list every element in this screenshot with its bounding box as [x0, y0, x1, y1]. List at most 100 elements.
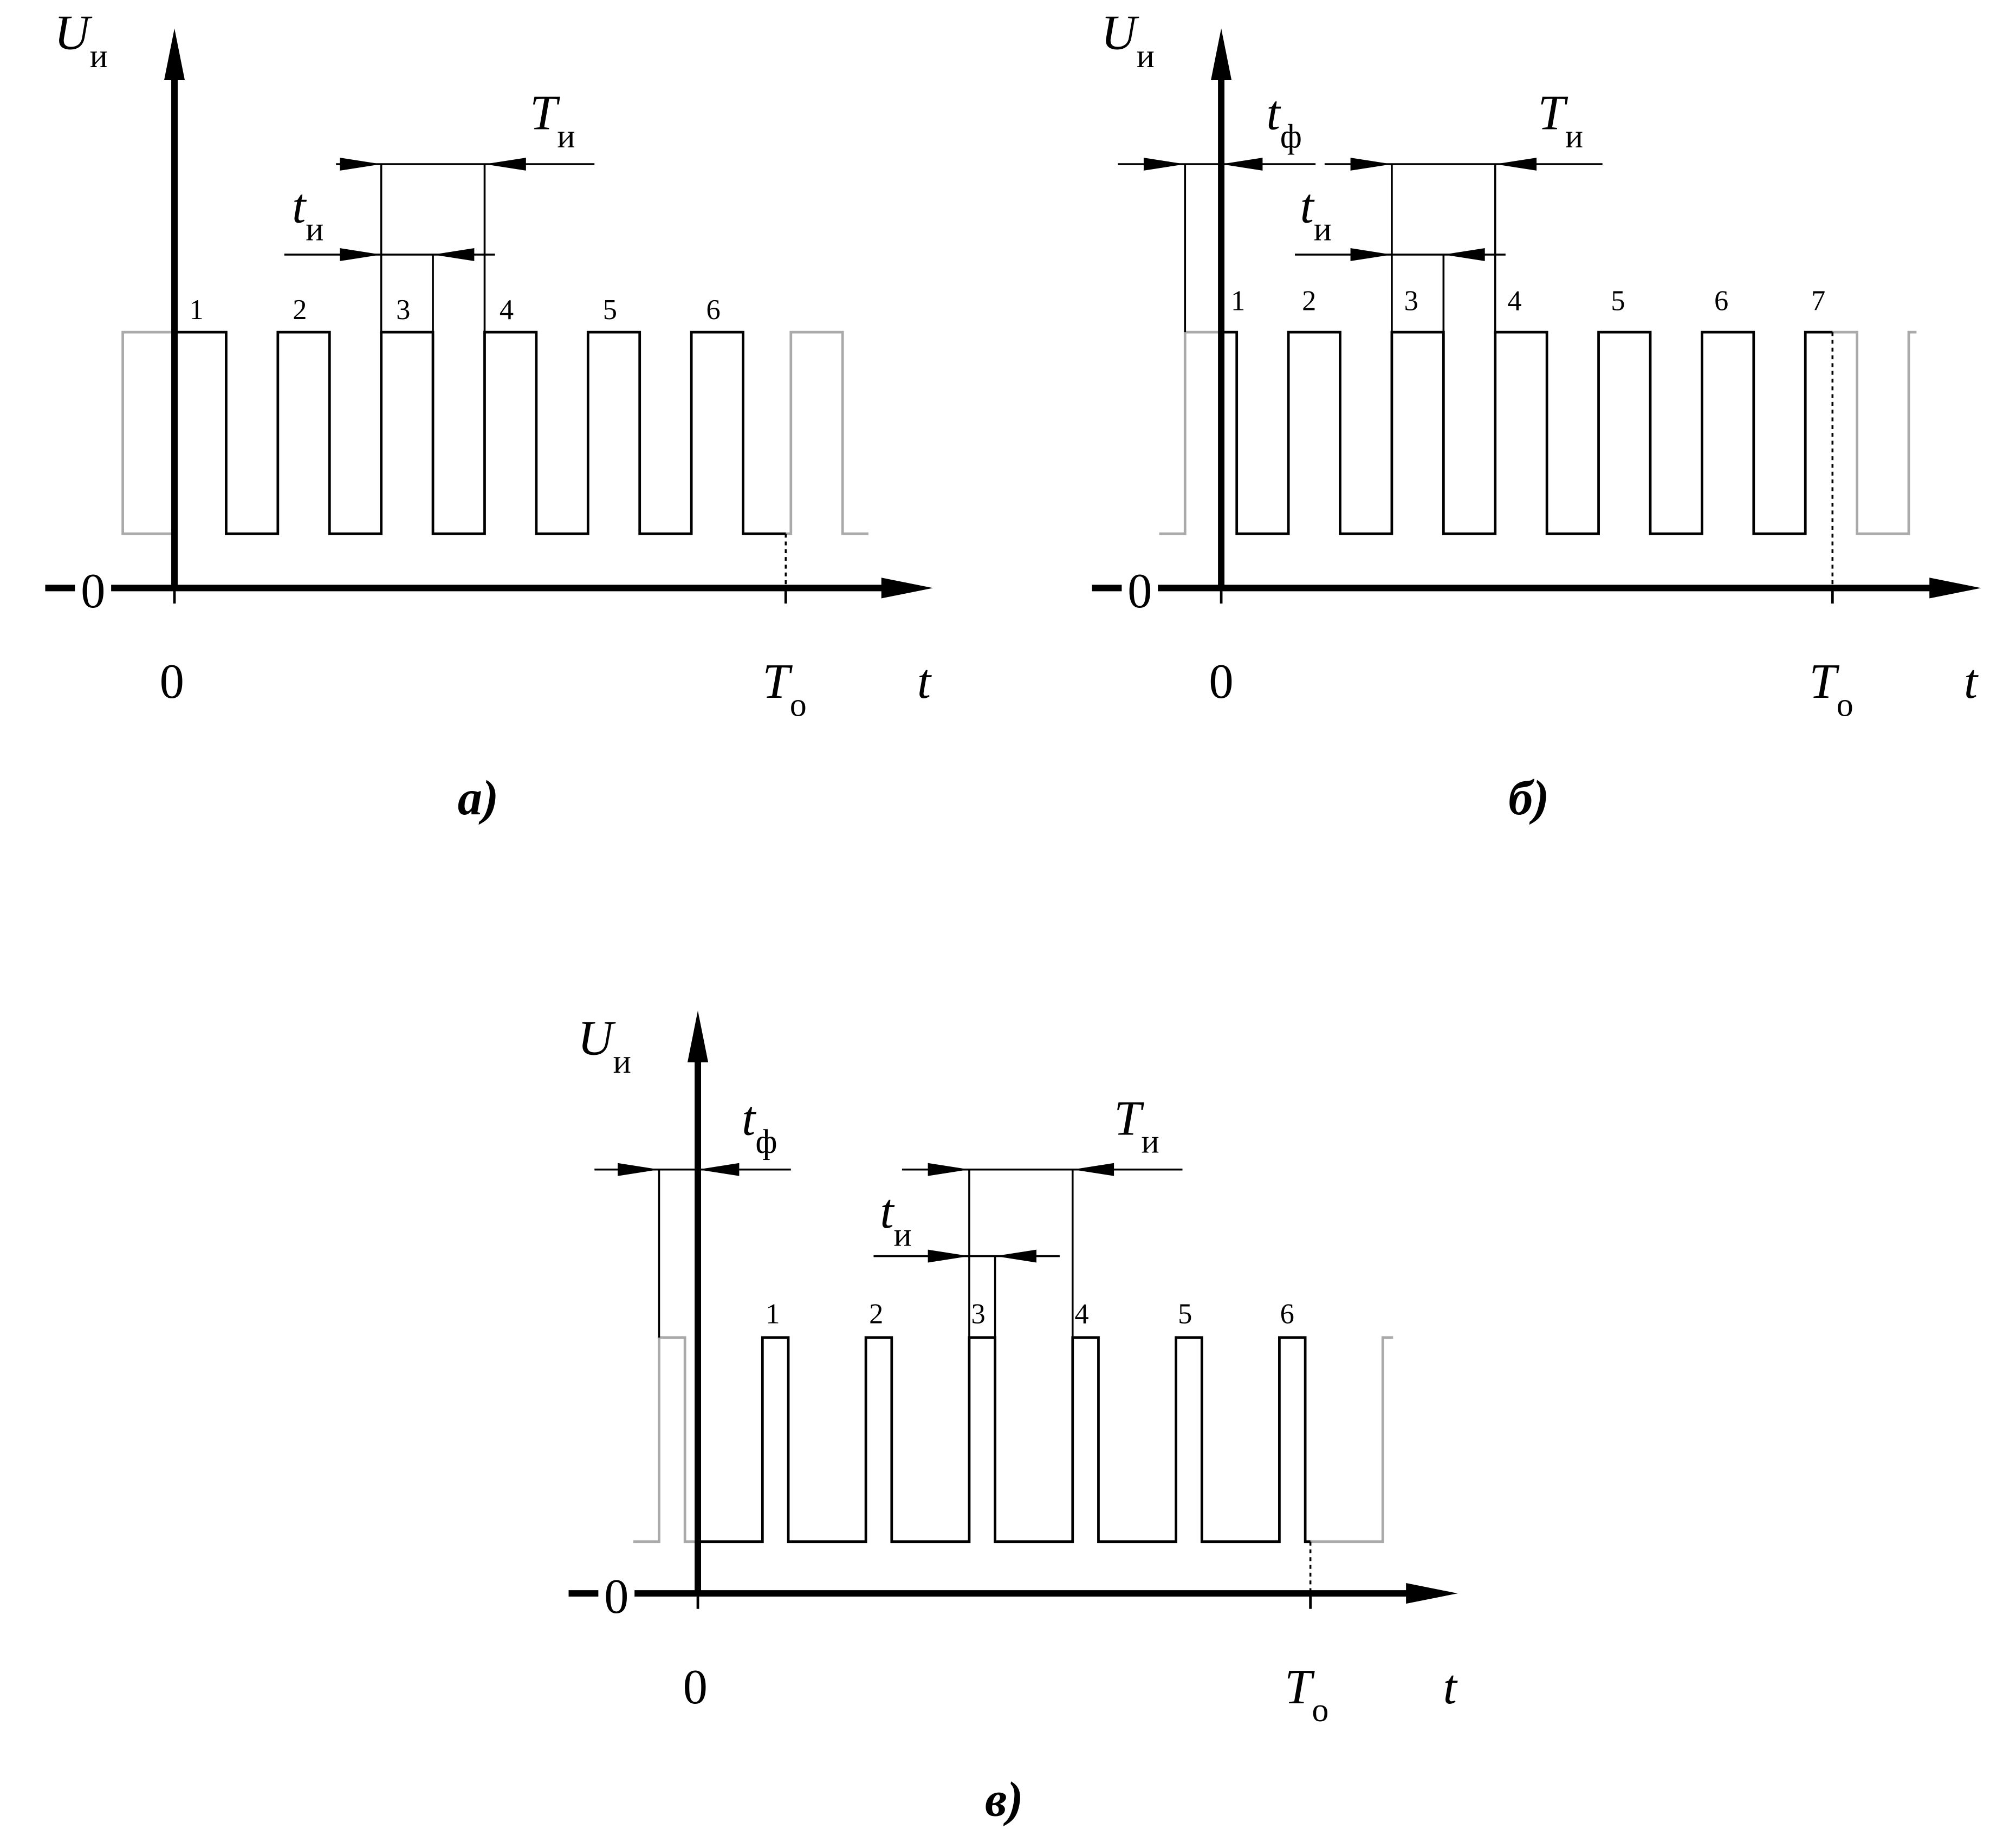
pulse-number: 5 [603, 294, 617, 326]
axis-zero-label: 0 [81, 563, 105, 618]
y-axis-label-subscript: и [1137, 38, 1155, 75]
dimension-arrow [1072, 1163, 1114, 1176]
pulse-number: 5 [1178, 1299, 1192, 1330]
zero-backing [75, 580, 112, 596]
panel-caption: б) [1508, 770, 1549, 825]
end-label-subscript: о [1312, 1692, 1328, 1729]
pulse-number: 2 [293, 294, 307, 326]
repeat-waveform [121, 330, 175, 535]
end-label: Tо [1285, 1659, 1328, 1729]
origin-label: 0 [683, 1659, 708, 1714]
front-label: tф [742, 1091, 777, 1160]
dimension-arrow [1143, 158, 1185, 171]
pulse-width-label: tи [880, 1184, 911, 1253]
panel-caption: в) [985, 1772, 1023, 1826]
pulse-waveform [1221, 330, 1833, 535]
x-axis-arrow [1406, 1583, 1458, 1604]
period-label-subscript: и [1141, 1124, 1159, 1160]
period-label: Tи [530, 86, 575, 155]
y-axis-label: Uи [1101, 5, 1155, 75]
pulse-width-label-symbol: t [292, 178, 307, 233]
origin-label: 0 [1209, 654, 1233, 709]
front-label-symbol: t [1267, 86, 1281, 140]
pulse-number: 2 [1302, 286, 1316, 317]
pulse-number: 3 [971, 1299, 986, 1330]
end-label-symbol: T [1809, 654, 1839, 709]
pulse-width-label-symbol: t [880, 1184, 894, 1238]
period-label-subscript: и [1565, 118, 1583, 155]
pulse-number: 6 [1714, 286, 1728, 317]
front-label-subscript: ф [1280, 118, 1302, 155]
dimension-arrow [618, 1163, 659, 1176]
y-axis-label-symbol: U [54, 5, 93, 60]
x-axis-arrow [881, 578, 934, 599]
x-axis-label: t [917, 654, 932, 709]
pulse-number: 1 [1231, 286, 1245, 317]
repeat-waveform [633, 1336, 698, 1543]
period-label: Tи [1114, 1091, 1159, 1160]
front-label-subscript: ф [755, 1124, 777, 1160]
y-axis-label-symbol: U [578, 1010, 616, 1065]
end-label-symbol: T [1285, 1659, 1315, 1714]
pulse-waveform [173, 330, 786, 588]
dimension-arrow [433, 248, 475, 261]
y-axis-label: Uи [54, 5, 108, 75]
pulse-number: 3 [1404, 286, 1418, 317]
dimension-arrow [340, 248, 381, 261]
y-axis-label-symbol: U [1101, 5, 1139, 60]
pulse-number: 4 [1507, 286, 1521, 317]
dimension-arrow [1443, 248, 1485, 261]
pulse-number: 4 [1074, 1299, 1088, 1330]
dimension-arrow [928, 1163, 969, 1176]
pulse-number: 6 [706, 294, 721, 326]
origin-label: 0 [160, 654, 184, 709]
pulse-number: 1 [189, 294, 203, 326]
pulse-width-label: tи [1300, 178, 1332, 248]
period-label-symbol: T [530, 86, 560, 140]
end-label-subscript: о [790, 687, 807, 724]
pulse-number: 3 [396, 294, 410, 326]
pulse-number: 5 [1611, 286, 1625, 317]
pulse-number: 4 [500, 294, 514, 326]
pulse-width-label-subscript: и [306, 211, 323, 248]
dimension-arrow [995, 1249, 1036, 1263]
period-label-symbol: T [1538, 86, 1568, 140]
end-label: Tо [1809, 654, 1853, 723]
zero-backing [1122, 580, 1158, 596]
dimension-arrow [698, 1163, 740, 1176]
x-axis-arrow [1929, 578, 1981, 599]
period-label: Tи [1538, 86, 1583, 155]
dimension-arrow [1221, 158, 1263, 171]
repeat-waveform [1832, 330, 1917, 535]
y-axis-label: Uи [578, 1010, 631, 1080]
front-label: tф [1267, 86, 1302, 155]
y-axis-arrow [164, 28, 185, 80]
y-axis-label-subscript: и [613, 1043, 631, 1080]
pulse-width-label-subscript: и [894, 1216, 912, 1253]
y-axis-arrow [687, 1010, 709, 1062]
repeat-waveform [1159, 330, 1222, 535]
dimension-arrow [1350, 248, 1392, 261]
y-axis-arrow [1210, 28, 1232, 80]
dimension-arrow [928, 1249, 969, 1263]
period-label-symbol: T [1114, 1091, 1144, 1145]
pulse-number: 7 [1811, 286, 1825, 317]
repeat-waveform [786, 330, 868, 535]
y-axis-label-subscript: и [90, 38, 108, 75]
dimension-arrow [1495, 158, 1537, 171]
axis-zero-label: 0 [1127, 563, 1152, 618]
axis-zero-label: 0 [604, 1569, 628, 1624]
pulse-width-label: tи [292, 178, 323, 248]
pulse-number: 6 [1280, 1299, 1294, 1330]
panel-caption: а) [458, 770, 499, 825]
repeat-waveform [1310, 1336, 1393, 1543]
end-label-symbol: T [762, 654, 793, 709]
pulse-number: 1 [766, 1299, 780, 1330]
front-label-symbol: t [742, 1091, 756, 1145]
end-label: Tо [762, 654, 806, 723]
pulse-width-label-symbol: t [1300, 178, 1315, 233]
dimension-arrow [484, 158, 526, 171]
period-label-subscript: и [557, 118, 575, 155]
